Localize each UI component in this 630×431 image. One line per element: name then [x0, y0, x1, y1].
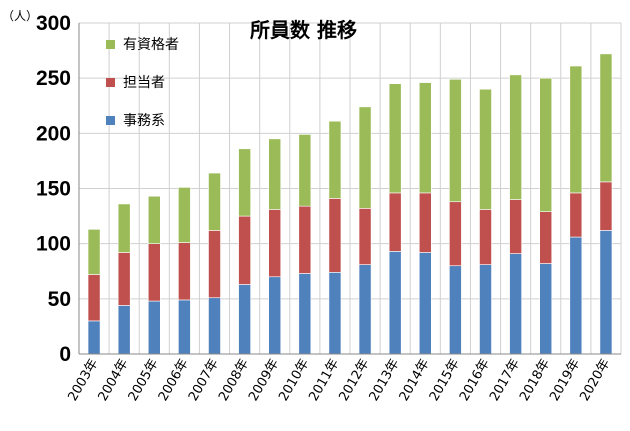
bar-segment	[418, 252, 432, 355]
bar-segment	[328, 272, 342, 355]
y-tick-label: 300	[36, 12, 71, 35]
bar-segment	[178, 242, 191, 301]
bar-segment	[238, 215, 251, 285]
y-tick-label: 200	[36, 122, 71, 145]
bar-segment	[449, 201, 462, 267]
bar-segment	[599, 53, 613, 183]
bar-segment	[87, 229, 101, 275]
legend-swatch	[106, 116, 115, 125]
bar-segment	[509, 199, 522, 254]
bar-segment	[599, 230, 613, 355]
bar-segment	[509, 74, 522, 200]
bar-segment	[87, 274, 101, 322]
bar-segment	[147, 243, 161, 302]
bar-segment	[569, 192, 583, 238]
bar-segment	[268, 209, 282, 278]
legend-label: 担当者	[123, 75, 165, 91]
bar-segment	[418, 82, 432, 194]
bar-segment	[238, 148, 251, 217]
bar-segment	[147, 300, 161, 355]
bar-segment	[298, 205, 312, 274]
bar-segment	[178, 187, 191, 243]
bar-segment	[208, 297, 221, 355]
bar-segment	[298, 273, 312, 355]
bar-segment	[539, 77, 553, 212]
legend-label: 事務系	[123, 113, 165, 129]
bar-segment	[569, 236, 583, 355]
bar-segment	[388, 251, 402, 355]
bar-segment	[388, 83, 402, 194]
bar-segment	[449, 265, 462, 355]
bar-segment	[539, 211, 553, 264]
bar-segment	[479, 88, 492, 210]
bar-segment	[238, 284, 251, 355]
bar-segment	[418, 192, 432, 253]
bar-segment	[208, 230, 221, 299]
bar-segment	[569, 65, 583, 194]
bar-segment	[147, 195, 161, 244]
y-tick-label: 150	[36, 178, 71, 201]
bar-segment	[178, 299, 191, 355]
bar-segment	[479, 209, 492, 265]
gridlines	[78, 22, 622, 354]
bar-segment	[599, 181, 613, 231]
legend-swatch	[106, 78, 115, 87]
legend-label: 有資格者	[123, 37, 179, 53]
chart-title: 所員数 推移	[250, 18, 357, 42]
x-tick-label: 2020年	[577, 357, 613, 404]
bar-segment	[268, 138, 282, 210]
y-unit-label: （人）	[2, 9, 38, 23]
bar-segment	[509, 253, 522, 355]
bar-segment	[388, 192, 402, 252]
bar-segment	[208, 172, 221, 231]
bars	[87, 53, 613, 355]
bar-segment	[268, 276, 282, 355]
bar-segment	[117, 252, 131, 306]
bar-segment	[539, 263, 553, 355]
bar-segment	[358, 208, 372, 265]
bar-segment	[87, 320, 101, 355]
y-tick-label: 250	[36, 67, 71, 90]
bar-segment	[449, 78, 462, 203]
bar-segment	[358, 264, 372, 355]
y-tick-label: 50	[48, 288, 71, 311]
bar-segment	[328, 198, 342, 273]
y-tick-label: 0	[59, 343, 71, 366]
bar-segment	[358, 106, 372, 209]
bar-segment	[328, 120, 342, 199]
bar-segment	[479, 264, 492, 355]
axes	[78, 23, 621, 355]
bar-segment	[117, 305, 131, 355]
y-tick-label: 100	[36, 233, 71, 256]
bar-segment	[117, 203, 131, 253]
legend-swatch	[106, 40, 115, 49]
bar-segment	[298, 134, 312, 207]
